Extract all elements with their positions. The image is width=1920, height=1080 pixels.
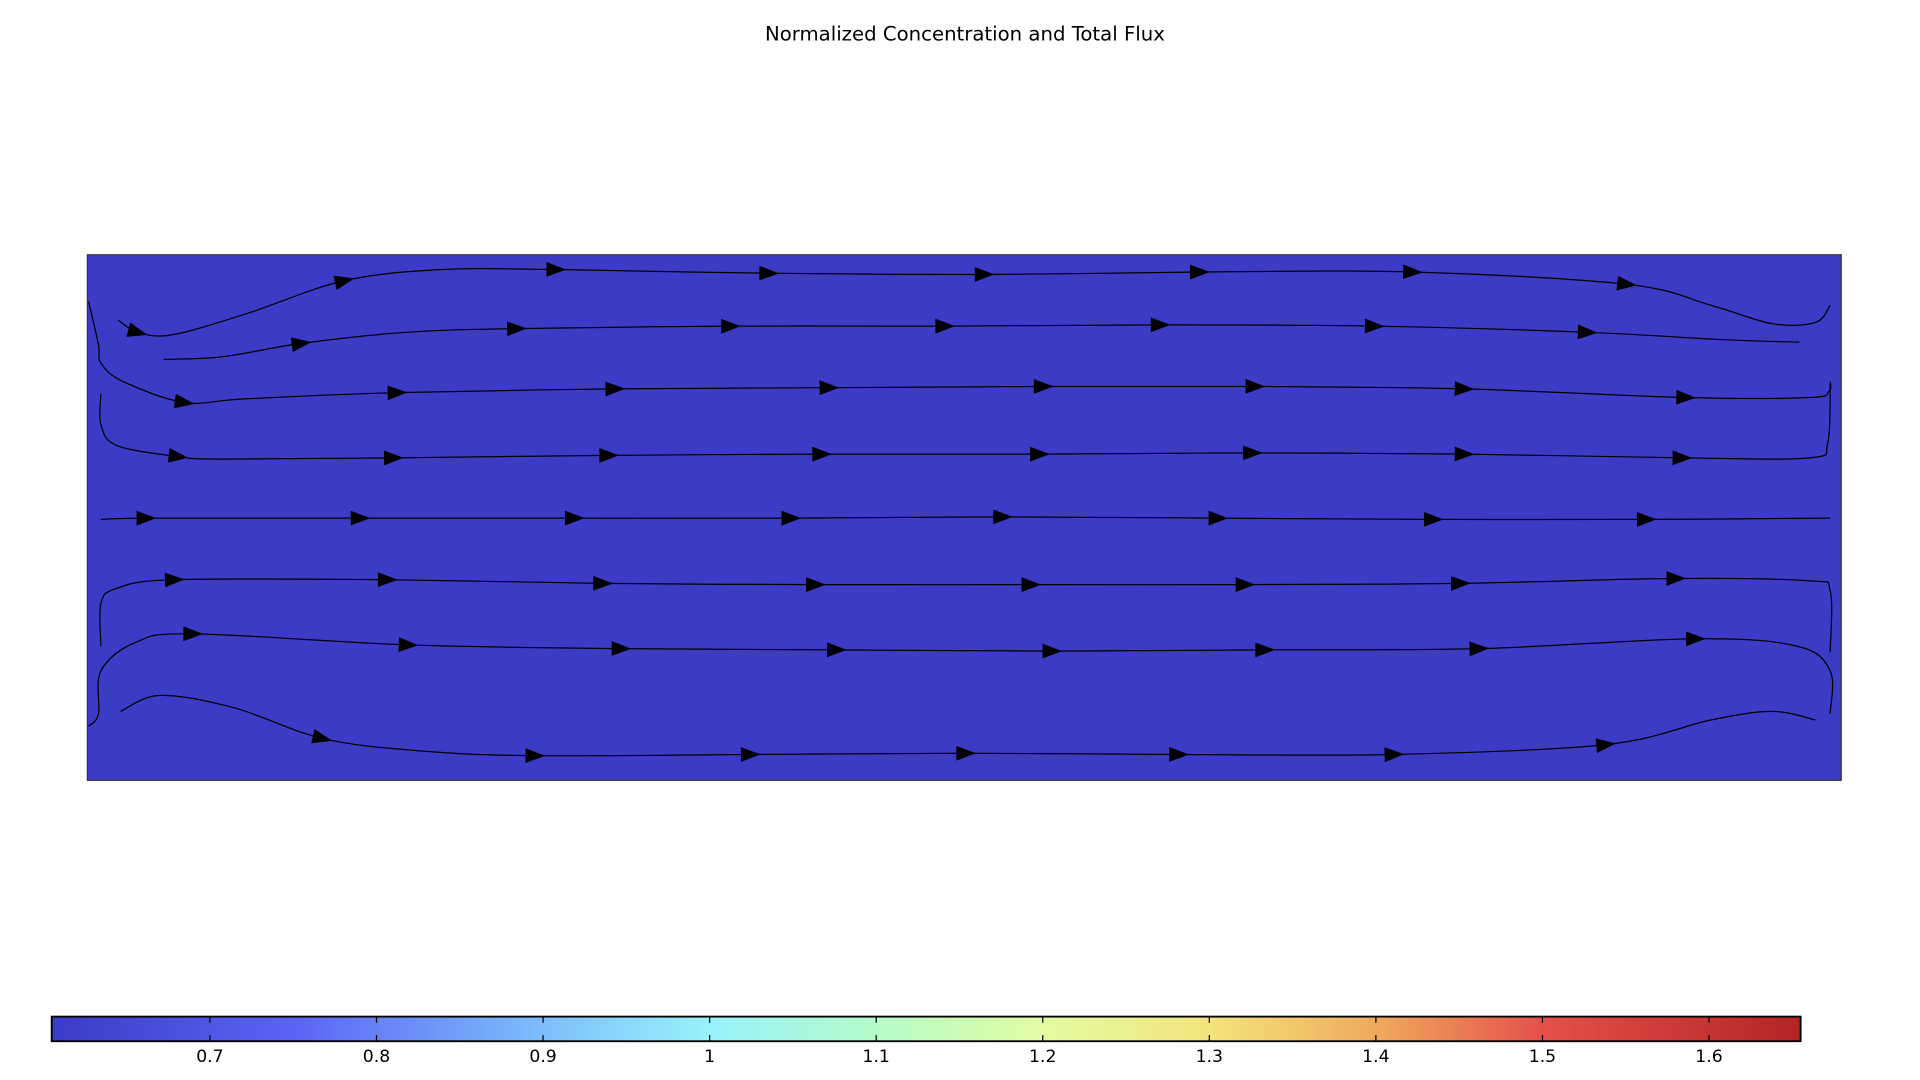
flux-arrow-icon bbox=[1450, 576, 1471, 591]
flux-arrow-icon bbox=[593, 575, 613, 591]
flux-arrow-icon bbox=[819, 380, 840, 396]
flux-arrow-icon bbox=[136, 510, 157, 526]
flux-arrow-icon bbox=[721, 318, 741, 334]
flux-arrow-icon bbox=[759, 265, 780, 281]
colorbar: 0.7 0.8 0.9 1 1.1 1.2 1.3 1.4 1.5 1.6 bbox=[50, 1015, 1802, 1067]
colorbar-tick-label: 1.3 bbox=[1196, 1047, 1223, 1067]
flux-arrow-icon bbox=[1577, 324, 1598, 340]
flux-arrow-icon bbox=[827, 642, 847, 658]
flux-arrow-icon bbox=[1666, 571, 1687, 586]
flux-arrow-icon bbox=[1190, 264, 1210, 280]
flux-arrow-icon bbox=[1169, 747, 1189, 762]
flux-arrow-icon bbox=[1150, 317, 1171, 333]
flux-arrow-icon bbox=[993, 509, 1013, 525]
colorbar-tick-label: 1.2 bbox=[1029, 1047, 1056, 1067]
flux-arrow-icon bbox=[1245, 379, 1266, 394]
flux-arrow-icon bbox=[1208, 510, 1229, 526]
flux-arrow-icon bbox=[333, 275, 355, 290]
streamline bbox=[100, 516, 1831, 521]
streamline bbox=[117, 267, 1831, 337]
flux-arrow-icon bbox=[1636, 512, 1657, 527]
flux-arrow-icon bbox=[506, 321, 527, 337]
plot-area bbox=[86, 254, 1842, 781]
flux-arrow-icon bbox=[1384, 747, 1405, 763]
flux-arrow-icon bbox=[1454, 446, 1475, 462]
flux-arrow-icon bbox=[1243, 445, 1263, 461]
flux-arrow-icon bbox=[806, 577, 826, 592]
flux-arrow-icon bbox=[1255, 642, 1276, 658]
colorbar-tick-label: 0.7 bbox=[196, 1047, 223, 1067]
flux-arrow-icon bbox=[1030, 446, 1050, 462]
flux-arrow-icon bbox=[599, 448, 620, 463]
flux-arrow-icon bbox=[1423, 511, 1444, 527]
colorbar-gradient bbox=[50, 1015, 1802, 1043]
flux-arrow-icon bbox=[956, 745, 976, 761]
flux-arrow-icon bbox=[935, 318, 956, 334]
flux-arrow-icon bbox=[1686, 631, 1706, 647]
flux-arrow-icon bbox=[398, 637, 419, 652]
flux-arrow-icon bbox=[974, 267, 995, 282]
flux-arrow-icon bbox=[183, 626, 204, 642]
flux-arrow-icon bbox=[290, 337, 312, 353]
flux-arrow-icon bbox=[383, 450, 404, 466]
flux-arrow-icon bbox=[546, 262, 567, 277]
flux-arrow-icon bbox=[781, 510, 802, 526]
flux-arrow-icon bbox=[564, 510, 585, 526]
flux-arrow-icon bbox=[1595, 738, 1616, 754]
colorbar-tick-label: 0.8 bbox=[363, 1047, 390, 1067]
flux-arrow-icon bbox=[525, 748, 546, 763]
colorbar-tick-label: 0.9 bbox=[529, 1047, 556, 1067]
flux-arrow-icon bbox=[377, 572, 398, 587]
chart-title: Normalized Concentration and Total Flux bbox=[765, 23, 1165, 46]
flux-arrow-icon bbox=[740, 747, 761, 762]
flux-arrow-icon bbox=[1235, 577, 1256, 593]
flux-arrow-icon bbox=[1672, 450, 1693, 466]
colorbar-tick-label: 1.4 bbox=[1362, 1047, 1389, 1067]
flux-arrow-icon bbox=[605, 381, 626, 397]
flux-arrow-icon bbox=[812, 446, 832, 462]
flux-arrow-icon bbox=[1402, 264, 1423, 280]
flux-arrow-icon bbox=[1469, 641, 1490, 657]
colorbar-tick-label: 1 bbox=[704, 1047, 715, 1067]
flux-arrow-icon bbox=[167, 448, 189, 463]
streamline bbox=[120, 694, 1816, 757]
flux-arrow-icon bbox=[173, 393, 195, 409]
flux-arrow-icon bbox=[1364, 318, 1385, 334]
flux-arrow-icon bbox=[611, 641, 632, 656]
flux-arrow-icon bbox=[1616, 275, 1637, 291]
flux-arrow-icon bbox=[1033, 379, 1054, 394]
flux-arrow-icon bbox=[1021, 577, 1042, 592]
flux-arrow-icon bbox=[164, 572, 185, 588]
flux-arrow-icon bbox=[1454, 381, 1475, 397]
flux-arrow-icon bbox=[350, 510, 371, 526]
colorbar-tick-label: 1.5 bbox=[1529, 1047, 1556, 1067]
flux-arrow-icon bbox=[1042, 643, 1063, 659]
flux-arrow-icon bbox=[126, 322, 148, 337]
flux-arrow-icon bbox=[1676, 389, 1696, 405]
flux-arrow-icon bbox=[387, 385, 408, 401]
colorbar-tick-label: 1.1 bbox=[862, 1047, 889, 1067]
colorbar-tick-label: 1.6 bbox=[1695, 1047, 1722, 1067]
flux-arrow-icon bbox=[311, 729, 333, 744]
flux-streamlines bbox=[88, 262, 1834, 763]
